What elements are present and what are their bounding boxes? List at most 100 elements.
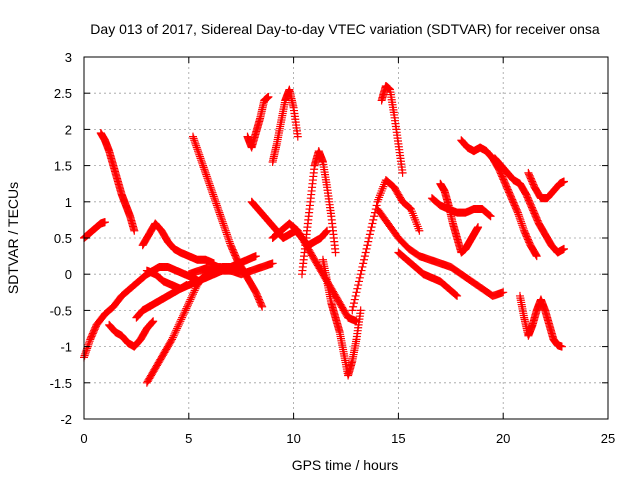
data-point [188,291,197,300]
series-arc-7 [138,219,218,268]
y-axis-label: SDTVAR / TECUs [5,182,21,294]
data-point [173,324,182,333]
data-point [214,206,223,215]
data-point [196,154,205,163]
y-tick-label: -1.5 [50,376,72,391]
data-point [168,333,177,342]
data-point [199,163,208,172]
data-point [148,317,157,326]
data-point [174,320,183,329]
data-point [367,223,376,232]
data-point [192,141,201,150]
series-arc-4 [105,317,158,351]
data-point [518,221,527,230]
data-point [173,322,182,331]
data-point [186,295,195,304]
data-point [194,147,203,156]
x-axis-label: GPS time / hours [292,457,399,473]
data-point [210,194,219,203]
data-point [217,215,226,224]
data-point [206,183,215,192]
data-point [169,331,178,340]
data-point [204,176,213,185]
data-point [178,311,187,320]
y-tick-label: -1 [60,340,72,355]
data-point [198,159,207,168]
data-point [559,244,568,253]
data-point [189,134,198,143]
chart-title: Day 013 of 2017, Sidereal Day-to-day VTE… [90,21,600,37]
y-tick-label: 0 [65,267,72,282]
data-point [321,228,330,237]
series-arc-25 [515,291,566,351]
data-point [190,136,199,145]
y-tick-label: 2.5 [54,86,72,101]
data-point [258,302,267,311]
data-point [362,244,371,253]
y-tick-labels: -2 -1.5 -1 -0.5 0 0.5 1 1.5 2 2.5 3 [50,50,72,427]
y-tick-label: 3 [65,50,72,65]
data-point [200,167,209,176]
data-point [190,138,199,147]
data-point [207,185,216,194]
data-point [293,132,302,141]
data-point [214,205,223,214]
y-tick-label: 0.5 [54,231,72,246]
data-point [213,203,222,212]
data-point [365,234,374,242]
data-point [175,319,184,328]
data-point [149,317,158,326]
series-arc-10 [184,259,277,279]
data-point [205,181,214,190]
data-point [356,306,365,315]
data-point [81,349,90,358]
data-point [532,252,541,261]
data-point [180,308,189,317]
data-point [517,217,526,226]
data-point [224,234,233,242]
data-point [348,306,357,315]
data-point [202,172,211,181]
axis-ticks [83,56,609,420]
data-point [217,214,226,223]
data-point [453,291,462,300]
x-tick-label: 20 [496,431,510,446]
data-point [183,302,192,311]
data-point [81,348,90,357]
data-point [331,248,340,257]
data-point [532,251,541,260]
data-point [147,318,156,327]
series-arc-15 [297,147,340,279]
data-point [360,252,369,261]
data-point [451,290,460,299]
data-point [354,277,363,286]
series-arc-19 [373,205,508,300]
data-point [181,306,190,315]
data-point [212,201,221,210]
data-point [221,226,230,235]
data-point [215,208,224,217]
data-point [202,170,211,179]
data-point [195,150,204,159]
data-point [189,288,198,297]
data-point [355,273,364,282]
data-point [452,291,461,300]
data-point [222,228,231,237]
x-tick-label: 15 [391,431,405,446]
x-tick-label: 25 [601,431,615,446]
data-point [351,291,360,300]
x-tick-labels: 0 5 10 15 20 25 [80,431,615,446]
data-point [369,215,378,224]
data-point [349,299,358,308]
data-point [224,235,233,244]
data-point [201,168,210,177]
data-point [366,226,375,235]
data-point [499,288,508,297]
data-point [204,177,213,186]
y-tick-label: 1.5 [54,159,72,174]
series-arc-18 [377,81,407,177]
data-point [190,286,199,295]
data-point [178,313,187,322]
data-point [358,262,367,271]
data-point [515,212,524,221]
